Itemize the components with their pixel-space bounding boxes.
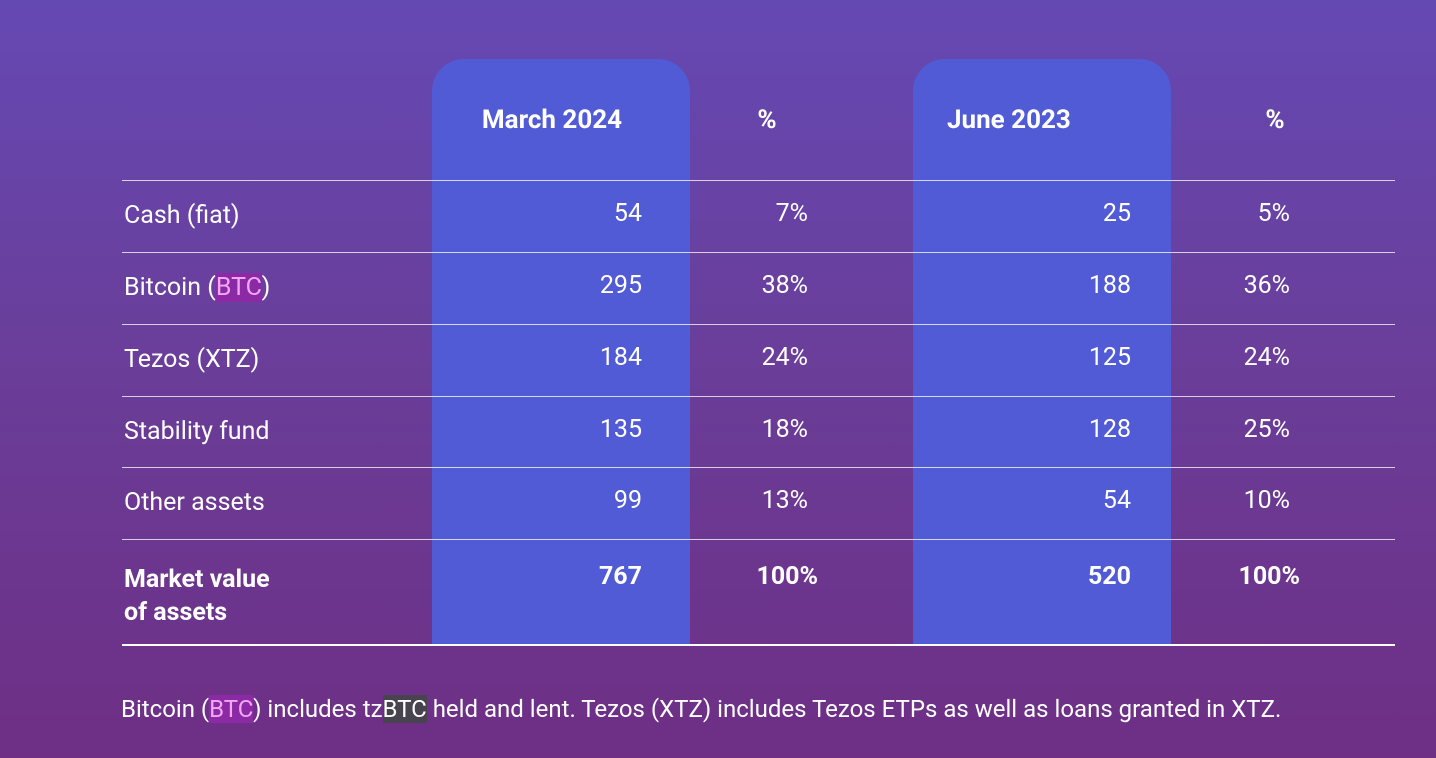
label-part: Tezos (XTZ)	[124, 345, 260, 374]
footnote-part: ) includes tz	[253, 695, 383, 723]
cell-value: 184	[599, 343, 642, 372]
cell-value: 54	[1102, 486, 1131, 515]
row-label: Tezos (XTZ)	[124, 344, 259, 376]
column-header: %	[1265, 105, 1285, 135]
table-bottom-rule	[122, 644, 1395, 646]
column-highlight	[432, 59, 690, 645]
cell-value: 7%	[775, 199, 808, 228]
row-label: Cash (fiat)	[124, 200, 240, 232]
cell-value: 25	[1102, 199, 1131, 228]
row-label: Bitcoin (BTC)	[124, 272, 270, 304]
total-value: 520	[1087, 562, 1131, 591]
footnote: Bitcoin (BTC) includes tzBTC held and le…	[121, 693, 1281, 725]
row-divider	[122, 539, 1395, 540]
total-value: 767	[598, 562, 642, 591]
cell-value: 38%	[761, 271, 808, 300]
cell-value: 295	[599, 271, 642, 300]
label-part: Cash (fiat)	[124, 201, 240, 230]
cell-value: 18%	[761, 415, 808, 444]
row-divider	[122, 324, 1395, 325]
total-value: 100%	[756, 562, 818, 591]
column-header: June 2023	[947, 105, 1071, 135]
cell-value: 10%	[1243, 486, 1290, 515]
cell-value: 99	[613, 486, 642, 515]
cell-value: 36%	[1243, 271, 1290, 300]
total-value: 100%	[1238, 562, 1300, 591]
row-divider	[122, 467, 1395, 468]
cell-value: 25%	[1243, 415, 1290, 444]
label-part: )	[261, 273, 271, 302]
column-header: %	[757, 105, 777, 135]
row-divider	[122, 252, 1395, 253]
row-divider	[122, 180, 1395, 181]
total-label: of assets	[124, 598, 228, 627]
cell-value: 24%	[761, 343, 808, 372]
total-label: Market value	[124, 565, 270, 594]
label-part: Stability fund	[124, 417, 270, 446]
footnote-part: held and lent. Tezos (XTZ) includes Tezo…	[426, 695, 1282, 723]
footnote-part: BTC	[382, 695, 427, 723]
footnote-part: Bitcoin (	[121, 695, 210, 723]
column-header: March 2024	[481, 105, 623, 135]
footnote-part: BTC	[209, 695, 254, 723]
cell-value: 135	[599, 415, 642, 444]
cell-value: 125	[1088, 343, 1131, 372]
cell-value: 188	[1088, 271, 1131, 300]
row-label: Stability fund	[124, 416, 269, 448]
cell-value: 128	[1088, 415, 1131, 444]
row-label: Other assets	[124, 487, 265, 519]
label-part: Other assets	[124, 488, 265, 517]
cell-value: 24%	[1243, 343, 1290, 372]
row-divider	[122, 396, 1395, 397]
column-highlight	[913, 59, 1171, 645]
cell-value: 5%	[1257, 199, 1290, 228]
label-part: BTC	[215, 273, 262, 302]
cell-value: 54	[613, 199, 642, 228]
cell-value: 13%	[761, 486, 808, 515]
label-part: Bitcoin (	[124, 273, 216, 302]
